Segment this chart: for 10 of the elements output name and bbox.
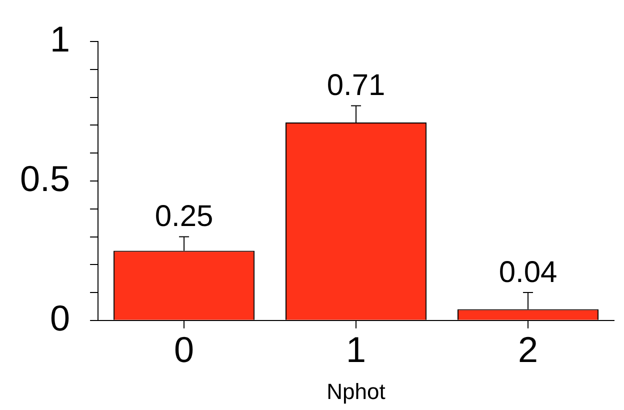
y-tick-label: 1 [50, 18, 70, 60]
data-label: 0.71 [326, 68, 386, 102]
x-tick-label: 1 [346, 328, 366, 370]
y-tick-label: 0.5 [20, 158, 70, 199]
x-axis-title: Nphot [326, 378, 386, 404]
y-tick-label: 0 [50, 297, 70, 338]
x-tick-label: 0 [174, 328, 194, 370]
data-label: 0.25 [154, 200, 214, 234]
x-tick-label: 2 [518, 328, 538, 370]
data-label: 0.04 [498, 256, 558, 289]
